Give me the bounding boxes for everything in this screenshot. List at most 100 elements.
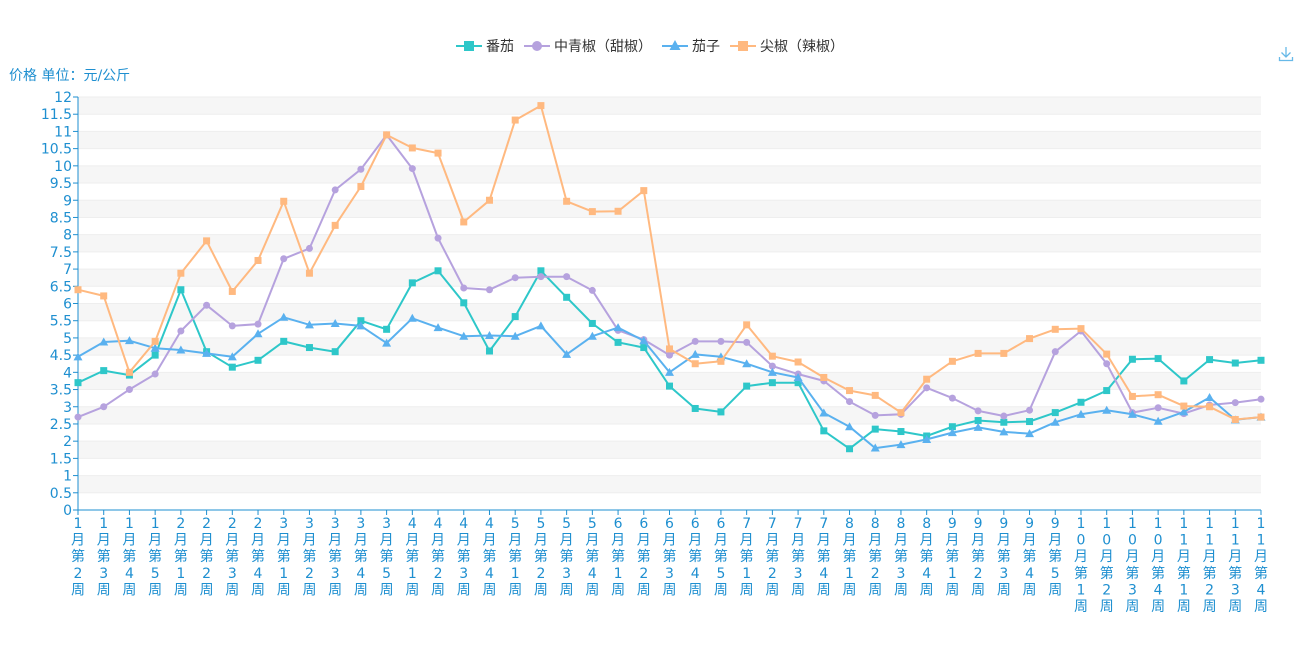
data-point — [1051, 325, 1059, 333]
data-point — [460, 218, 468, 226]
y-tick-label: 0 — [63, 503, 72, 519]
data-point — [794, 358, 802, 366]
data-point — [177, 327, 185, 335]
data-point — [1154, 391, 1162, 399]
data-point — [202, 348, 212, 357]
data-point — [999, 427, 1009, 436]
data-point — [305, 244, 313, 252]
x-tick-label: 1 0 月第 2 周 — [1100, 516, 1114, 615]
legend-item[interactable]: 中青椒（甜椒） — [524, 36, 652, 56]
y-tick-label: 4.5 — [50, 348, 72, 364]
legend-item[interactable]: 尖椒（辣椒） — [730, 36, 844, 56]
legend-item[interactable]: 番茄 — [456, 36, 514, 56]
x-tick-label: 1 月第 2 周 — [71, 516, 85, 598]
x-tick-label: 6 月第 5 周 — [714, 516, 728, 598]
legend-item[interactable]: 茄子 — [662, 36, 720, 56]
y-tick-label: 7 — [63, 262, 72, 278]
y-tick-label: 5 — [63, 331, 72, 347]
y-tick-label: 9 — [63, 193, 72, 209]
y-tick-label: 5.5 — [50, 314, 72, 330]
x-tick-label: 6 月第 2 周 — [637, 516, 651, 598]
y-tick-label: 11.5 — [41, 107, 72, 123]
data-point — [665, 367, 674, 376]
grid-band — [78, 406, 1261, 424]
x-tick-label: 3 月第 3 周 — [328, 516, 342, 598]
data-point — [74, 413, 82, 421]
data-point — [948, 394, 956, 402]
data-point — [743, 321, 751, 329]
legend-label: 茄子 — [692, 39, 720, 55]
legend-marker-icon — [524, 41, 550, 51]
data-point — [125, 386, 133, 394]
data-point — [871, 391, 879, 399]
x-tick-label: 5 月第 4 周 — [585, 516, 599, 598]
x-tick-label: 2 月第 3 周 — [225, 516, 239, 598]
data-point — [922, 434, 932, 443]
x-tick-label: 2 月第 1 周 — [174, 516, 188, 598]
x-tick-label: 9 月第 4 周 — [1023, 516, 1037, 598]
data-point — [974, 407, 982, 415]
data-point — [717, 337, 725, 345]
data-point — [1180, 377, 1188, 385]
data-point — [151, 351, 159, 359]
y-tick-label: 8.5 — [50, 210, 72, 226]
data-point — [1102, 405, 1112, 414]
data-point — [357, 317, 365, 325]
x-tick-label: 7 月第 1 周 — [740, 516, 754, 598]
data-point — [846, 445, 854, 453]
data-point — [460, 299, 468, 307]
data-point — [537, 102, 545, 110]
y-tick-label: 10 — [54, 159, 72, 175]
data-point — [176, 345, 186, 354]
y-tick-label: 2 — [63, 434, 72, 450]
data-point — [666, 351, 673, 359]
download-icon[interactable] — [1278, 46, 1294, 66]
data-point — [588, 286, 596, 294]
grid-band — [78, 423, 1261, 442]
x-tick-label: 1 月第 4 周 — [122, 516, 136, 598]
x-tick-label: 5 月第 1 周 — [508, 516, 522, 598]
data-point — [510, 331, 520, 340]
x-tick-label: 8 月第 2 周 — [868, 516, 882, 598]
data-point — [947, 428, 957, 437]
x-tick-label: 1 1 月第 3 周 — [1228, 516, 1242, 615]
data-point — [871, 411, 879, 419]
data-point — [793, 372, 803, 381]
grid-band — [78, 234, 1261, 252]
data-point — [819, 408, 829, 417]
grid-band — [78, 131, 1261, 149]
data-point — [254, 320, 262, 328]
data-point — [871, 425, 879, 433]
data-point — [794, 379, 802, 387]
y-tick-label: 0.5 — [50, 486, 72, 502]
data-point — [666, 382, 673, 390]
data-point — [588, 319, 596, 327]
data-point — [690, 349, 700, 358]
data-point — [1128, 355, 1136, 363]
data-point — [536, 321, 546, 330]
data-point — [897, 428, 905, 436]
data-point — [666, 345, 673, 353]
data-point — [433, 323, 443, 332]
data-point — [356, 321, 366, 330]
x-tick-label: 5 月第 2 周 — [534, 516, 548, 598]
grid-band — [78, 165, 1261, 184]
grid-band — [78, 200, 1261, 218]
x-tick-label: 1 月第 5 周 — [148, 516, 162, 598]
data-point — [1205, 392, 1215, 401]
data-point — [203, 301, 211, 309]
data-point — [434, 267, 442, 275]
data-point — [639, 336, 649, 345]
data-point — [151, 337, 159, 345]
data-point — [1257, 395, 1265, 403]
data-point — [253, 329, 263, 338]
x-tick-label: 1 月第 3 周 — [97, 516, 111, 598]
data-point — [588, 208, 596, 216]
data-point — [1180, 402, 1188, 410]
data-point — [331, 348, 339, 356]
x-tick-label: 3 月第 4 周 — [354, 516, 368, 598]
data-point — [228, 363, 236, 371]
data-point — [537, 273, 545, 281]
data-point — [563, 197, 571, 205]
